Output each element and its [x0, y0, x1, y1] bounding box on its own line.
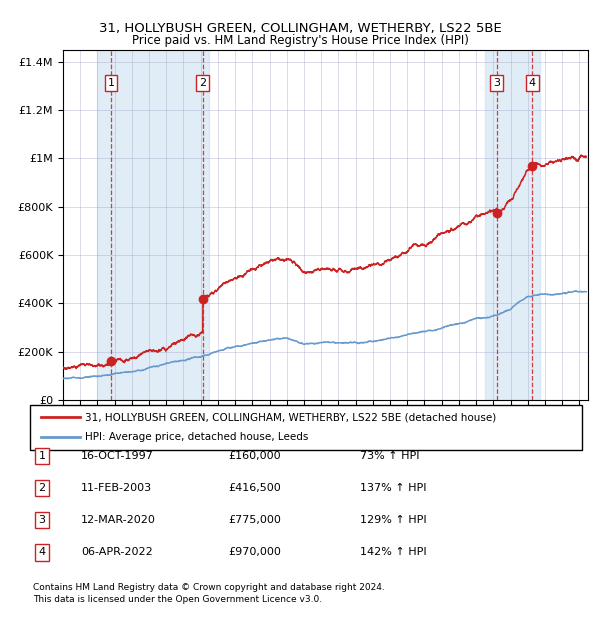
Text: 2: 2: [38, 483, 46, 493]
Text: 11-FEB-2003: 11-FEB-2003: [81, 483, 152, 493]
Text: This data is licensed under the Open Government Licence v3.0.: This data is licensed under the Open Gov…: [33, 595, 322, 604]
Text: 4: 4: [38, 547, 46, 557]
Text: 31, HOLLYBUSH GREEN, COLLINGHAM, WETHERBY, LS22 5BE (detached house): 31, HOLLYBUSH GREEN, COLLINGHAM, WETHERB…: [85, 412, 496, 422]
Text: 1: 1: [107, 78, 115, 88]
Text: Contains HM Land Registry data © Crown copyright and database right 2024.: Contains HM Land Registry data © Crown c…: [33, 583, 385, 591]
Text: 16-OCT-1997: 16-OCT-1997: [81, 451, 154, 461]
Text: 129% ↑ HPI: 129% ↑ HPI: [360, 515, 427, 525]
Text: 2: 2: [199, 78, 206, 88]
Text: 3: 3: [493, 78, 500, 88]
Text: 12-MAR-2020: 12-MAR-2020: [81, 515, 156, 525]
Bar: [97, 50, 209, 400]
Bar: [485, 50, 540, 400]
Text: £775,000: £775,000: [228, 515, 281, 525]
FancyBboxPatch shape: [30, 405, 582, 450]
Text: 4: 4: [529, 78, 536, 88]
Text: £416,500: £416,500: [228, 483, 281, 493]
Text: £970,000: £970,000: [228, 547, 281, 557]
Text: 06-APR-2022: 06-APR-2022: [81, 547, 153, 557]
Text: 142% ↑ HPI: 142% ↑ HPI: [360, 547, 427, 557]
Text: £160,000: £160,000: [228, 451, 281, 461]
Text: 31, HOLLYBUSH GREEN, COLLINGHAM, WETHERBY, LS22 5BE: 31, HOLLYBUSH GREEN, COLLINGHAM, WETHERB…: [98, 22, 502, 35]
Text: 137% ↑ HPI: 137% ↑ HPI: [360, 483, 427, 493]
Text: 3: 3: [38, 515, 46, 525]
Text: Price paid vs. HM Land Registry's House Price Index (HPI): Price paid vs. HM Land Registry's House …: [131, 34, 469, 47]
Text: 73% ↑ HPI: 73% ↑ HPI: [360, 451, 419, 461]
Text: 1: 1: [38, 451, 46, 461]
Text: HPI: Average price, detached house, Leeds: HPI: Average price, detached house, Leed…: [85, 432, 308, 442]
